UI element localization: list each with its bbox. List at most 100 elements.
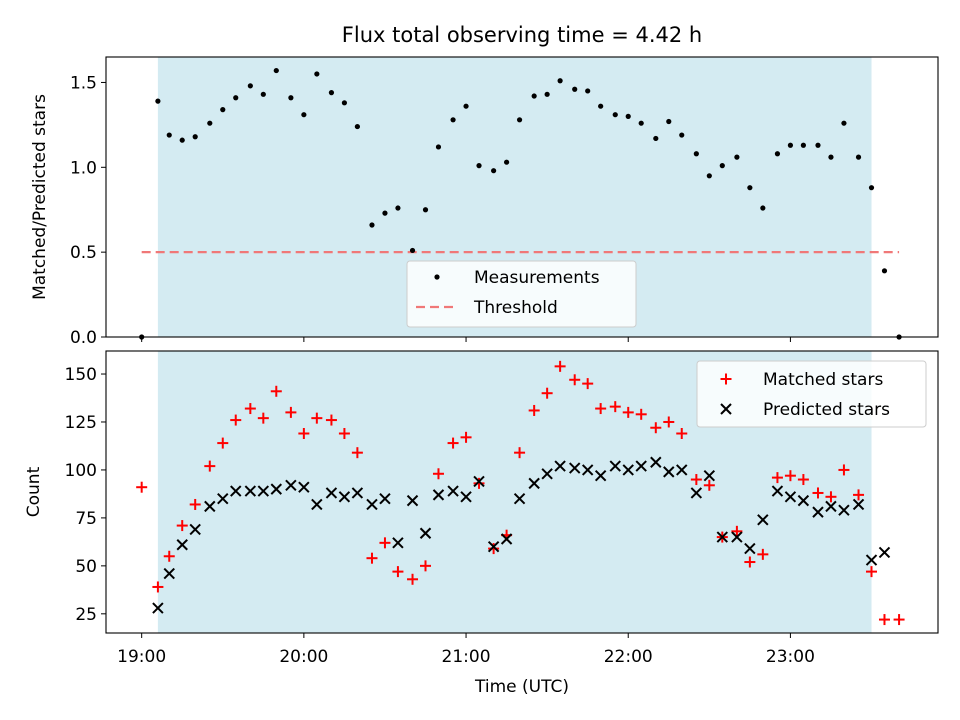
predicted-stars-point <box>447 485 459 497</box>
matched-stars-point <box>595 403 607 415</box>
matched-stars-point <box>163 550 175 562</box>
predicted-stars-point <box>757 514 769 526</box>
predicted-stars-point <box>716 531 729 543</box>
predicted-stars-point <box>663 466 675 478</box>
measurement-point <box>166 132 172 138</box>
predicted-stars-point <box>731 531 743 543</box>
top-axes-frame <box>105 56 939 338</box>
predicted-stars-point <box>635 460 647 472</box>
predicted-stars-point <box>217 493 229 505</box>
matched-stars-point <box>366 552 378 564</box>
matched-stars-point <box>893 614 905 626</box>
top-y-ticks: 0.0 0.5 1.0 1.5 <box>70 73 106 348</box>
predicted-stars-point <box>622 464 634 476</box>
predicted-stars-point <box>554 460 566 472</box>
predicted-stars-point <box>392 537 404 549</box>
matched-stars-point <box>784 470 796 482</box>
measurement-point <box>815 142 821 148</box>
predicted-stars-point <box>650 456 662 468</box>
top-y-tick-label: 1.5 <box>70 73 97 93</box>
matched-stars-point <box>541 387 553 399</box>
predicted-stars-point <box>513 493 526 505</box>
measurement-point <box>747 185 753 191</box>
x-axis-label: Time (UTC) <box>474 677 569 697</box>
matched-stars-point <box>676 427 688 439</box>
predicted-stars-point <box>878 546 891 559</box>
measurement-point <box>881 268 888 274</box>
predicted-stars-point <box>609 460 621 472</box>
legend-measurements-label: Measurements <box>474 268 600 288</box>
top-measurement-points <box>139 67 902 340</box>
matched-stars-point <box>622 406 634 418</box>
measurement-point <box>625 113 631 119</box>
measurement-point <box>828 154 834 160</box>
matched-stars-point <box>569 374 581 386</box>
matched-stars-point <box>866 566 878 578</box>
matched-stars-point <box>407 573 419 585</box>
measurement-point <box>760 205 766 211</box>
measurement-point <box>653 135 659 142</box>
bottom-legend-box <box>696 360 927 428</box>
matched-stars-point <box>420 560 432 572</box>
bottom-panel: 25 50 75 100 125 150 19:00 20:00 21:00 22:00 23:0… <box>24 350 939 697</box>
measurement-point <box>841 120 847 126</box>
measurement-point <box>260 91 266 97</box>
predicted-stars-point <box>270 483 282 495</box>
matched-stars-point <box>298 427 310 439</box>
matched-stars-point <box>703 479 715 491</box>
predicted-stars-point <box>852 498 865 511</box>
matched-stars-point <box>432 468 444 480</box>
measurement-point <box>868 185 875 191</box>
predicted-stars-point <box>594 469 607 482</box>
predicted-stars-point <box>460 491 472 503</box>
matched-stars-point <box>204 460 216 472</box>
measurement-point <box>301 112 307 118</box>
predicted-stars-point <box>812 506 824 518</box>
predicted-stars-point <box>690 487 703 499</box>
bottom-x-ticks: 19:00 20:00 21:00 22:00 23:00 <box>117 633 815 667</box>
predicted-stars-point <box>528 477 540 490</box>
measurement-point <box>341 100 348 106</box>
measurement-point <box>476 163 482 169</box>
matched-stars-point <box>379 537 391 549</box>
legend-plus-glyph <box>720 373 732 385</box>
measurement-point <box>288 95 294 101</box>
matched-stars-point <box>325 414 337 426</box>
measurement-point <box>612 112 618 118</box>
matched-stars-point <box>825 491 837 503</box>
matched-stars-point <box>351 447 363 459</box>
predicted-stars-point <box>230 485 242 497</box>
bottom-y-tick-label: 75 <box>75 509 97 529</box>
measurement-point <box>395 205 401 211</box>
measurement-point <box>179 137 185 143</box>
predicted-stars-point <box>204 500 216 513</box>
matched-stars-point <box>582 378 594 390</box>
matched-stars-point <box>635 408 647 420</box>
predicted-stars-point <box>366 498 378 511</box>
x-tick-label: 20:00 <box>279 647 328 667</box>
measurement-point <box>787 142 794 148</box>
matched-stars-point <box>853 489 865 501</box>
measurement-point <box>314 71 320 77</box>
measurement-point <box>693 151 699 157</box>
measurement-point <box>531 93 537 99</box>
predicted-stars-point <box>541 468 553 480</box>
predicted-stars-point <box>432 489 445 501</box>
predicted-stars-point <box>487 540 500 553</box>
predicted-stars-point <box>581 464 594 476</box>
predicted-stars-point <box>865 554 878 566</box>
predicted-stars-point <box>176 539 188 551</box>
measurement-point <box>354 123 360 130</box>
predicted-stars-point <box>351 487 364 499</box>
predicted-stars-point <box>338 491 351 503</box>
predicted-stars-point <box>189 523 201 536</box>
measurement-point <box>800 142 806 148</box>
measurement-point <box>247 83 253 89</box>
measurement-point <box>679 132 685 138</box>
measurement-point <box>273 67 279 74</box>
predicted-stars-point <box>825 500 837 513</box>
legend-predicted-stars-marker <box>720 403 732 415</box>
matched-stars-point <box>230 414 242 426</box>
legend-cross-glyph <box>720 403 732 415</box>
matched-stars-point <box>528 404 540 416</box>
